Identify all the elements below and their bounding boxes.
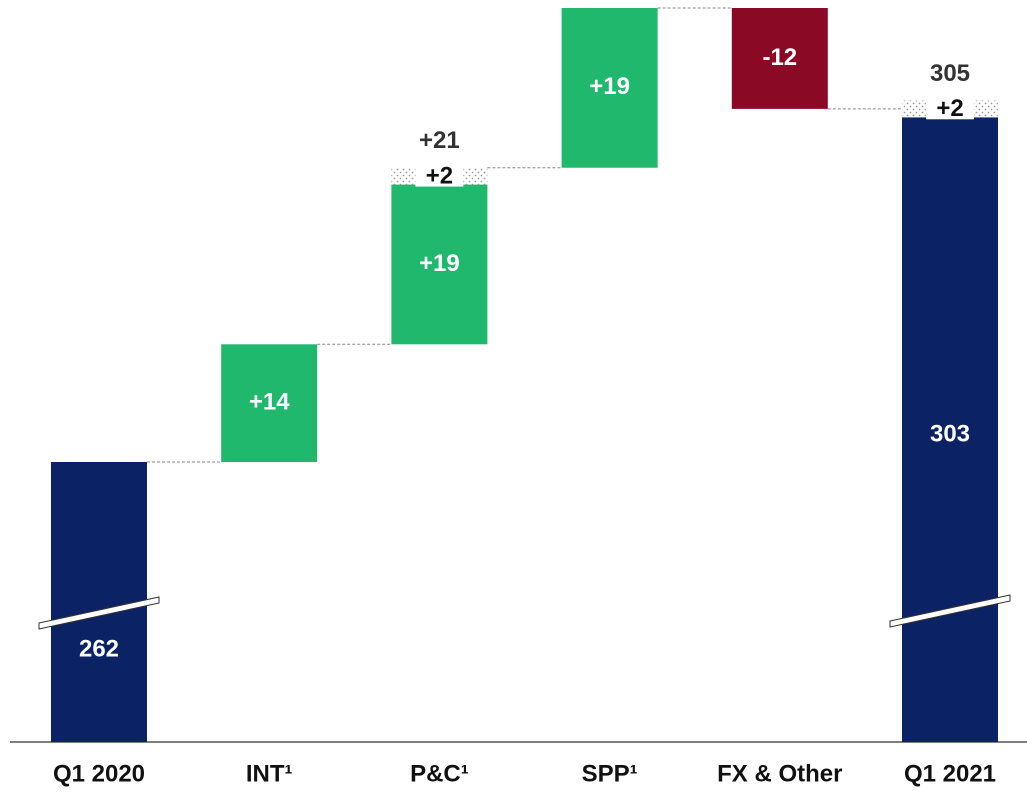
x-tick-label: INT¹ bbox=[246, 760, 293, 787]
x-tick-label: SPP¹ bbox=[582, 760, 638, 787]
sum-label: +21 bbox=[419, 127, 460, 154]
sum-label: 305 bbox=[930, 60, 970, 87]
bar bbox=[221, 344, 318, 462]
extra-label-box bbox=[926, 98, 974, 120]
x-tick-label: Q1 2021 bbox=[904, 760, 996, 787]
x-tick-label: FX & Other bbox=[717, 760, 842, 787]
axis-break bbox=[889, 594, 1011, 628]
value-label: 262 bbox=[79, 635, 119, 662]
extra-label: +2 bbox=[936, 95, 963, 122]
value-label: +14 bbox=[249, 388, 290, 415]
value-label: +19 bbox=[589, 73, 630, 100]
bar bbox=[561, 8, 658, 168]
extra-label: +2 bbox=[426, 162, 453, 189]
value-label: 303 bbox=[930, 420, 970, 447]
bar bbox=[731, 8, 828, 109]
x-tick-label: Q1 2020 bbox=[53, 760, 145, 787]
x-tick-label: P&C¹ bbox=[410, 760, 469, 787]
axis-break bbox=[38, 596, 160, 630]
value-label: -12 bbox=[762, 44, 797, 71]
extra-label-box bbox=[415, 165, 464, 187]
bar bbox=[902, 117, 998, 743]
bar bbox=[391, 184, 488, 345]
value-label: +19 bbox=[419, 250, 460, 277]
bar bbox=[51, 462, 147, 742]
